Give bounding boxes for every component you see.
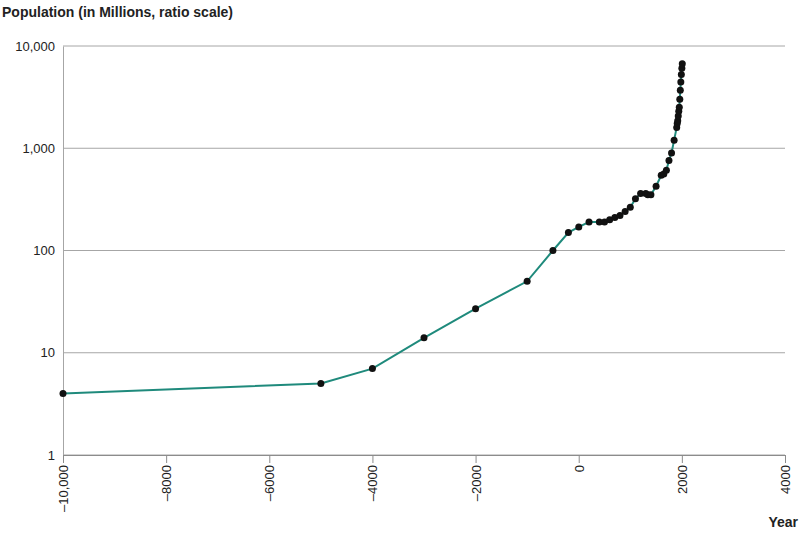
population-line [63, 64, 682, 394]
x-tick: –6000 [262, 455, 277, 501]
data-point [317, 380, 324, 387]
x-tick-label: –2000 [469, 465, 484, 501]
x-tick: 4000 [778, 455, 793, 494]
grid [63, 46, 785, 455]
x-tick-label: 4000 [778, 465, 793, 494]
x-axis: –10,000 –8000 –6000 –4000 –2000 0 2000 4000 [56, 455, 793, 512]
x-tick-mark [372, 455, 373, 463]
data-point [472, 305, 479, 312]
x-tick-mark [682, 455, 683, 463]
grid-line [63, 455, 785, 456]
x-axis-line [64, 455, 786, 456]
plot-area [60, 60, 686, 397]
data-point [627, 204, 634, 211]
x-tick: 0 [572, 455, 587, 472]
y-tick-label: 10,000 [15, 39, 55, 54]
data-point [677, 87, 684, 94]
y-axis: 1 10 100 1,000 10,000 [15, 39, 63, 463]
y-tick: 1,000 [22, 141, 63, 156]
x-tick-mark [269, 455, 270, 463]
x-tick-mark [63, 455, 64, 463]
data-point [565, 229, 572, 236]
x-tick-label: –10,000 [56, 465, 71, 512]
x-tick: –4000 [365, 455, 380, 501]
chart-title: Population (in Millions, ratio scale) [2, 4, 233, 20]
y-tick: 10,000 [15, 39, 63, 54]
data-point [676, 96, 683, 103]
data-point [653, 183, 660, 190]
x-tick: 2000 [675, 455, 690, 494]
chart: 1101001,00010,000–10,000–8000–6000–4000–… [0, 0, 800, 535]
y-tick-label: 100 [33, 243, 55, 258]
data-point [676, 104, 683, 111]
y-tick-label: 10 [41, 345, 55, 360]
grid-line [63, 250, 785, 251]
data-point [678, 71, 685, 78]
y-tick-label: 1,000 [22, 141, 55, 156]
x-tick-mark [579, 455, 580, 463]
data-point [524, 278, 531, 285]
data-point [671, 137, 678, 144]
data-point [679, 60, 686, 67]
y-tick: 100 [33, 243, 63, 258]
x-tick: –10,000 [56, 455, 71, 512]
x-tick-mark [785, 455, 786, 463]
x-tick-label: –4000 [365, 465, 380, 501]
x-tick: –8000 [159, 455, 174, 501]
grid-line [63, 148, 785, 149]
x-tick-label: –6000 [262, 465, 277, 501]
data-point [421, 334, 428, 341]
y-tick: 10 [41, 345, 63, 360]
grid-line [63, 46, 785, 47]
x-tick-label: 2000 [675, 465, 690, 494]
data-point [549, 247, 556, 254]
x-tick-label: 0 [572, 465, 587, 472]
data-point [575, 223, 582, 230]
data-point [369, 365, 376, 372]
data-point [632, 195, 639, 202]
x-tick-label: –8000 [159, 465, 174, 501]
data-point [668, 149, 675, 156]
y-tick-label: 1 [48, 448, 55, 463]
x-tick: –2000 [469, 455, 484, 501]
x-tick-mark [166, 455, 167, 463]
y-tick: 1 [48, 448, 63, 463]
x-tick-mark [476, 455, 477, 463]
grid-line [63, 352, 785, 353]
data-point [586, 218, 593, 225]
data-point [663, 167, 670, 174]
x-axis-title: Year [768, 514, 798, 530]
data-point [60, 390, 67, 397]
data-point [665, 157, 672, 164]
data-point [677, 79, 684, 86]
data-point [647, 191, 654, 198]
